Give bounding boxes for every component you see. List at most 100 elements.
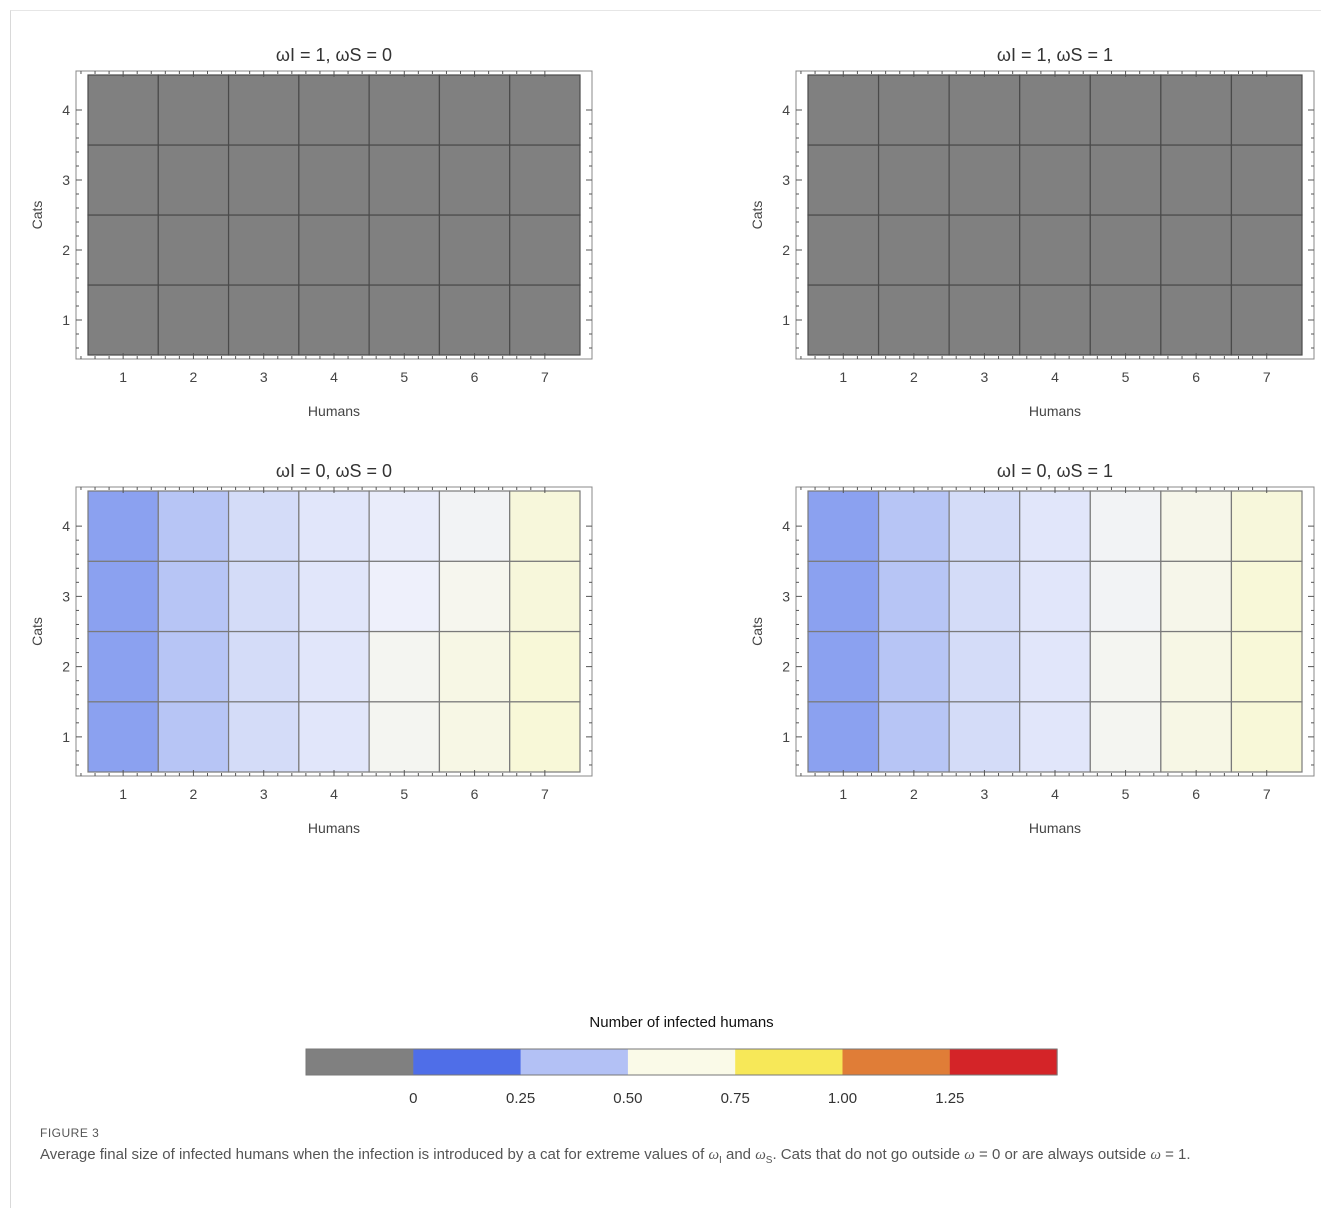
x-tick-label: 1 [839, 786, 847, 802]
heatmap-cell [509, 560, 581, 633]
heatmap-cell [1019, 214, 1091, 286]
heatmap-cell [87, 74, 159, 146]
heatmap-panel: ωI = 1, ωS = 0 1 2 3 4 5 6 7 1 2 3 4 Humans Cats [29, 45, 593, 419]
legend-swatch [949, 1049, 1058, 1075]
heatmap-cell [298, 284, 370, 356]
x-tick-label: 6 [471, 786, 479, 802]
heatmap-cell [807, 144, 880, 216]
legend-tick-label: 0.25 [506, 1090, 535, 1107]
x-tick-label: 2 [190, 369, 198, 385]
x-tick-label: 2 [910, 369, 918, 385]
heatmap-cell [227, 701, 300, 773]
x-tick-label: 5 [400, 369, 408, 385]
heatmap-cell [807, 214, 880, 286]
x-tick-label: 1 [839, 369, 847, 385]
x-tick-label: 3 [981, 369, 989, 385]
heatmap-cell [298, 74, 370, 146]
heatmap-cell [948, 630, 1021, 703]
heatmap-cell [368, 74, 441, 146]
heatmap-cell [87, 630, 159, 703]
heatmap-cell [298, 144, 370, 216]
heatmap-cell [1089, 701, 1162, 773]
heatmap-cell [298, 214, 370, 286]
heatmap-cell [227, 490, 300, 562]
heatmap-cell [368, 490, 441, 562]
caption-text-2: and [721, 1146, 756, 1163]
heatmap-cell [1019, 74, 1091, 146]
x-axis-label: Humans [1029, 820, 1081, 836]
legend-tick-label: 0.50 [613, 1090, 642, 1107]
legend-tick-label: 1.25 [935, 1090, 964, 1107]
y-tick-label: 1 [782, 729, 790, 745]
heatmap-cell [509, 284, 581, 356]
heatmap-cell [438, 630, 511, 703]
heatmap-cell [87, 560, 159, 633]
heatmap-cell [948, 144, 1021, 216]
heatmap-cell [1089, 284, 1162, 356]
legend-tick-label: 0 [409, 1090, 417, 1107]
x-tick-label: 3 [981, 786, 989, 802]
heatmap-cell [1230, 701, 1303, 773]
heatmap-cell [1230, 144, 1303, 216]
heatmap-cell [438, 144, 511, 216]
heatmap-cell [227, 630, 300, 703]
heatmap-cell [157, 630, 230, 703]
y-tick-label: 1 [782, 312, 790, 328]
legend-swatch [842, 1049, 951, 1075]
y-tick-label: 2 [62, 659, 70, 675]
y-tick-label: 3 [62, 172, 70, 188]
heatmap-cell [157, 74, 230, 146]
panel-title: ωI = 1, ωS = 1 [997, 45, 1113, 65]
y-axis-label: Cats [749, 201, 765, 230]
heatmap-cell [438, 74, 511, 146]
caption-sub-2: S [765, 1155, 773, 1166]
x-tick-label: 4 [1051, 369, 1059, 385]
heatmap-cell [157, 701, 230, 773]
heatmap-cell [509, 490, 581, 562]
color-legend: Number of infected humans 0 0.25 0.50 0.75 1.… [305, 1014, 1058, 1107]
heatmap-cell [298, 701, 370, 773]
heatmap-cell [157, 284, 230, 356]
heatmap-cell [807, 74, 880, 146]
heatmap-cell [509, 214, 581, 286]
y-tick-label: 2 [62, 242, 70, 258]
heatmap-cell [438, 701, 511, 773]
legend-swatch [306, 1049, 414, 1075]
heatmap-cell [807, 630, 880, 703]
heatmap-cell [227, 144, 300, 216]
heatmap-cell [368, 214, 441, 286]
heatmap-cell [1089, 630, 1162, 703]
heatmap-cell [1089, 214, 1162, 286]
heatmap-cell [298, 560, 370, 633]
heatmap-cell [227, 214, 300, 286]
heatmap-panel: ωI = 0, ωS = 1 1 2 3 4 5 6 7 1 2 3 4 Humans Cats [749, 461, 1315, 836]
y-tick-label: 1 [62, 729, 70, 745]
heatmap-cell [877, 490, 950, 562]
y-tick-label: 1 [62, 312, 70, 328]
caption-text-4: = 0 or are always outside [974, 1146, 1151, 1163]
x-tick-label: 5 [400, 786, 408, 802]
figure-frame [10, 10, 1321, 1208]
legend-swatch [735, 1049, 843, 1075]
heatmap-cell [1019, 630, 1091, 703]
heatmap-cell [87, 214, 159, 286]
x-tick-label: 7 [1263, 786, 1271, 802]
heatmap-cell [1160, 214, 1233, 286]
heatmap-cell [877, 74, 950, 146]
figure-label: FIGURE 3 [40, 1126, 100, 1140]
heatmap-cell [87, 490, 159, 562]
heatmap-cell [1230, 284, 1303, 356]
x-tick-label: 4 [330, 369, 338, 385]
x-tick-label: 1 [119, 369, 127, 385]
legend-swatch [413, 1049, 522, 1075]
caption-sub-1: I [719, 1155, 722, 1166]
x-tick-label: 6 [1192, 369, 1200, 385]
heatmap-cell [877, 214, 950, 286]
heatmap-panel: ωI = 1, ωS = 1 1 2 3 4 5 6 7 1 2 3 4 Humans Cats [749, 45, 1315, 419]
legend-border [305, 1048, 1058, 1076]
heatmap-cell [1089, 560, 1162, 633]
heatmap-cell [948, 701, 1021, 773]
heatmap-cell [157, 490, 230, 562]
heatmap-cell [368, 630, 441, 703]
heatmap-cell [1089, 74, 1162, 146]
